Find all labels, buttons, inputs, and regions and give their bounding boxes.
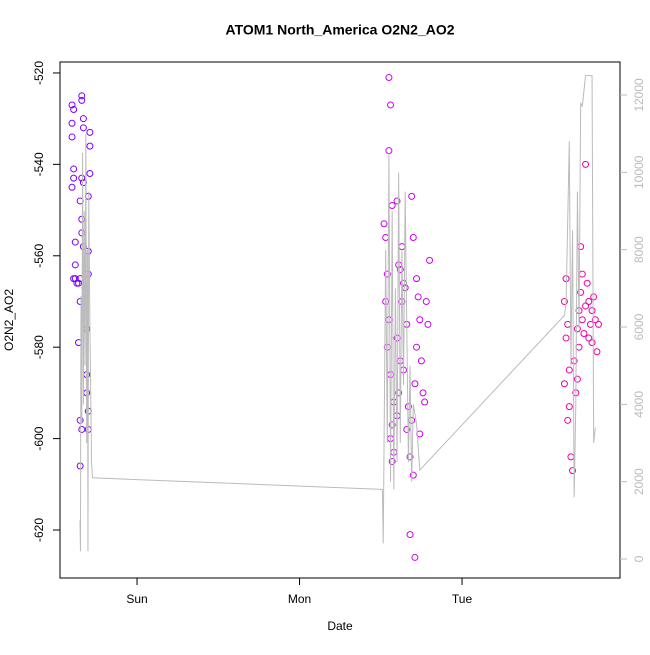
point — [78, 174, 86, 182]
point — [419, 389, 427, 397]
y2-tick-label: 0 — [632, 555, 646, 562]
point — [590, 293, 598, 301]
point — [416, 316, 424, 324]
point — [413, 275, 421, 283]
point — [585, 334, 593, 342]
y-axis-label: O2N2_AO2 — [2, 289, 16, 351]
point — [78, 215, 86, 223]
point — [422, 297, 430, 305]
point — [406, 453, 414, 461]
point — [565, 403, 573, 411]
y-tick-label: -520 — [32, 61, 46, 85]
x-tick-label: Mon — [288, 592, 311, 606]
point — [68, 119, 76, 127]
point — [414, 293, 422, 301]
point — [562, 334, 570, 342]
y2-tick-label: 4000 — [632, 391, 646, 418]
point — [71, 261, 79, 269]
point — [408, 192, 416, 200]
point — [388, 457, 396, 465]
point — [86, 128, 94, 136]
point — [560, 380, 568, 388]
point — [78, 425, 86, 433]
x-axis-label: Date — [327, 619, 353, 633]
point — [75, 279, 83, 287]
point — [565, 366, 573, 374]
y2-tick-label: 12000 — [632, 78, 646, 112]
point — [76, 416, 84, 424]
point — [71, 238, 79, 246]
plot-frame — [59, 61, 621, 579]
point — [387, 101, 395, 109]
point — [396, 265, 404, 273]
point — [411, 380, 419, 388]
point — [424, 320, 432, 328]
y-tick-label: -540 — [32, 152, 46, 176]
y2-tick-label: 8000 — [632, 236, 646, 263]
y-tick-label: -580 — [32, 335, 46, 359]
y-tick-label: -620 — [32, 518, 46, 542]
point — [68, 183, 76, 191]
point — [591, 316, 599, 324]
point — [577, 288, 585, 296]
x-tick-label: Sun — [126, 592, 147, 606]
point — [426, 256, 434, 264]
point — [70, 106, 78, 114]
point — [388, 421, 396, 429]
y-tick-label: -600 — [32, 426, 46, 450]
point — [585, 297, 593, 305]
point — [71, 275, 79, 283]
point — [588, 339, 596, 347]
chart-title: ATOM1 North_America O2N2_AO2 — [226, 22, 455, 38]
point — [86, 170, 94, 178]
point — [582, 160, 590, 168]
point — [588, 307, 596, 315]
point — [68, 101, 76, 109]
point — [595, 320, 603, 328]
point — [560, 297, 568, 305]
y2-tick-label: 2000 — [632, 468, 646, 495]
point — [569, 467, 577, 475]
point — [409, 471, 417, 479]
point — [79, 115, 87, 123]
point — [403, 425, 411, 433]
point — [380, 220, 388, 228]
point — [580, 329, 588, 337]
y2-line — [79, 75, 596, 552]
y2-tick-label: 10000 — [632, 155, 646, 189]
point — [411, 553, 419, 561]
point — [421, 398, 429, 406]
point — [78, 96, 86, 104]
point — [70, 174, 78, 182]
point — [68, 133, 76, 141]
point — [393, 197, 401, 205]
point — [79, 124, 87, 132]
point — [583, 279, 591, 287]
point — [78, 92, 86, 100]
y2-tick-label: 6000 — [632, 313, 646, 340]
x-tick-label: Tue — [452, 592, 473, 606]
point — [582, 302, 590, 310]
point — [573, 375, 581, 383]
point — [86, 142, 94, 150]
point — [385, 74, 393, 82]
point — [383, 270, 391, 278]
point — [417, 357, 425, 365]
point — [395, 389, 403, 397]
point — [564, 416, 572, 424]
y-tick-label: -560 — [32, 243, 46, 267]
point — [70, 165, 78, 173]
point — [573, 325, 581, 333]
point — [406, 531, 414, 539]
point — [593, 348, 601, 356]
point — [404, 403, 412, 411]
point — [409, 234, 417, 242]
point — [413, 343, 421, 351]
